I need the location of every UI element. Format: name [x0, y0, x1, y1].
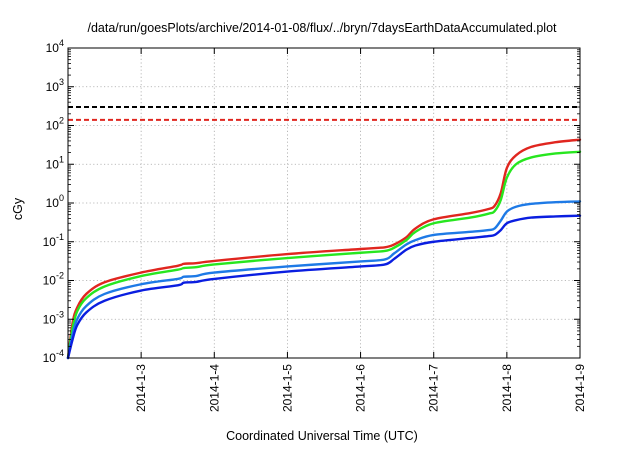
x-tick-labels: 2014-1-3 2014-1-4 2014-1-5 2014-1-6 2014-1-7… — [134, 364, 587, 412]
y-tick-label: 104 — [46, 38, 64, 55]
x-axis-label: Coordinated Universal Time (UTC) — [226, 429, 418, 443]
y-axis-label: cGy — [11, 197, 25, 220]
x-tick-label: 2014-1-5 — [280, 364, 294, 412]
series-line — [66, 138, 582, 360]
series-line — [66, 214, 582, 360]
y-tick-label: 10-2 — [43, 271, 64, 288]
axis-ticks — [68, 47, 581, 359]
y-tick-label: 101 — [46, 154, 64, 171]
y-tick-label: 10-3 — [43, 309, 64, 326]
y-tick-label: 100 — [46, 193, 64, 210]
y-tick-labels: 10-4 10-3 10-2 10-1 100 101 102 103 104 — [43, 38, 64, 365]
series-line — [66, 150, 582, 360]
y-tick-label: 102 — [46, 116, 64, 133]
x-tick-label: 2014-1-3 — [134, 364, 148, 412]
grid-lines — [68, 48, 580, 358]
x-tick-label: 2014-1-8 — [500, 364, 514, 412]
x-tick-label: 2014-1-7 — [427, 364, 441, 412]
threshold-lines — [68, 106, 580, 121]
y-tick-label: 103 — [46, 77, 64, 94]
y-tick-label: 10-4 — [43, 348, 64, 365]
y-tick-label: 10-1 — [43, 232, 64, 249]
series-line — [66, 200, 582, 360]
x-tick-label: 2014-1-6 — [354, 364, 368, 412]
x-tick-label: 2014-1-4 — [207, 364, 221, 412]
data-series — [66, 138, 582, 360]
chart-title: /data/run/goesPlots/archive/2014-01-08/f… — [87, 21, 557, 35]
x-tick-label: 2014-1-9 — [573, 364, 587, 412]
